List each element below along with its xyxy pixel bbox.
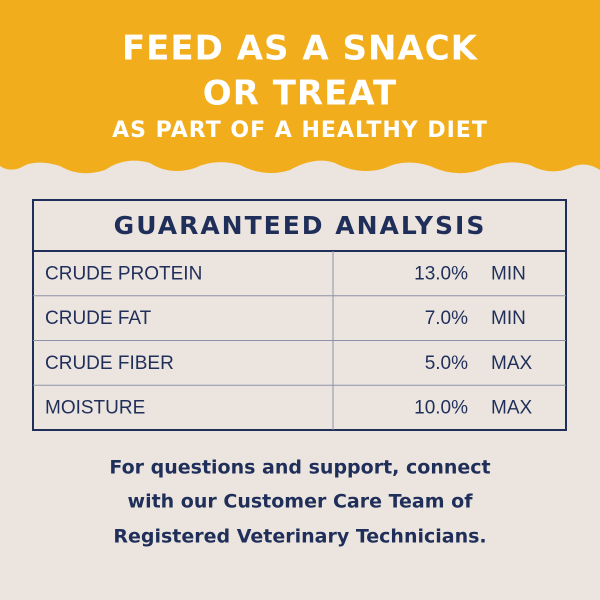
table-frame — [32, 199, 567, 431]
footer-line: with our Customer Care Team of — [128, 491, 474, 513]
nutrient-value: 5.0% — [425, 353, 468, 374]
table-rows: CRUDE PROTEIN 13.0% MIN CRUDE FAT 7.0% MIN CRU… — [33, 263, 566, 419]
nutrient-name: MOISTURE — [45, 398, 145, 419]
nutrient-name: CRUDE PROTEIN — [45, 263, 202, 284]
header-title: FEED AS A SNACK — [122, 29, 479, 69]
nutrient-qualifier: MAX — [491, 398, 533, 419]
header-subtitle: AS PART OF A HEALTHY DIET — [112, 118, 488, 143]
footer-line: Registered Veterinary Technicians. — [113, 526, 486, 548]
nutrient-value: 7.0% — [425, 308, 468, 329]
nutrient-qualifier: MIN — [491, 308, 526, 329]
nutrient-name: CRUDE FAT — [45, 308, 152, 329]
nutrient-value: 13.0% — [414, 263, 468, 284]
nutrient-qualifier: MAX — [491, 353, 533, 374]
header-band — [0, 0, 600, 174]
nutrient-value: 10.0% — [414, 398, 468, 419]
footer-line: For questions and support, connect — [109, 457, 490, 479]
nutrient-name: CRUDE FIBER — [45, 353, 174, 374]
nutrient-qualifier: MIN — [491, 263, 526, 284]
table-title: GUARANTEED ANALYSIS — [114, 211, 487, 240]
header-title: OR TREAT — [203, 74, 397, 114]
